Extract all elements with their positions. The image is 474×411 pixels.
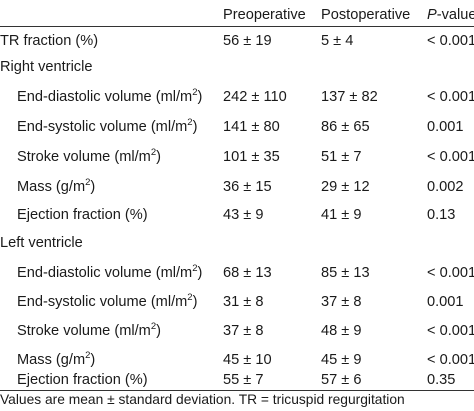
row-postoperative: 45 ± 9 (321, 352, 362, 368)
row-p-value: < 0.001 (427, 265, 474, 281)
row-label: End-systolic volume (ml/m2) (17, 287, 197, 317)
row-label-text: End-systolic volume (ml/m (17, 119, 188, 135)
row-label: Ejection fraction (%) (17, 365, 148, 395)
row-p-value: 0.001 (427, 294, 464, 310)
row-label-text: Ejection fraction (%) (17, 372, 148, 388)
row-postoperative: 41 ± 9 (321, 207, 362, 223)
row-label-text: End-diastolic volume (ml/m (17, 265, 193, 281)
row-preoperative: 56 ± 19 (223, 33, 272, 49)
row-p-value: 0.001 (427, 119, 464, 135)
row-label: End-diastolic volume (ml/m2) (17, 258, 202, 288)
row-label-sup: 2 (150, 321, 157, 332)
row-p-value: 0.002 (427, 179, 464, 195)
row-p-value: 0.35 (427, 372, 456, 388)
table-row: End-diastolic volume (ml/m2) 242 ± 110 1… (0, 82, 474, 112)
header-postoperative: Postoperative (321, 7, 411, 23)
row-preoperative: 36 ± 15 (223, 179, 272, 195)
row-label-text: Mass (g/m (17, 352, 86, 368)
row-p-value: < 0.001 (427, 33, 474, 49)
table-row: Stroke volume (ml/m2) 37 ± 8 48 ± 9 < 0.… (0, 316, 474, 346)
table-row: TR fraction (%) 56 ± 19 5 ± 4 < 0.001 (0, 26, 474, 56)
row-label: Stroke volume (ml/m2) (17, 142, 161, 172)
row-p-value: < 0.001 (427, 149, 474, 165)
row-label-suffix: ) (156, 323, 161, 339)
row-label-sup: 2 (187, 117, 193, 128)
row-label: End-systolic volume (ml/m2) (17, 112, 197, 142)
section-row: Left ventricle (0, 228, 474, 258)
row-preoperative: 37 ± 8 (223, 323, 264, 339)
section-row: Right ventricle (0, 52, 474, 82)
section-label: Left ventricle (0, 235, 83, 251)
row-label: TR fraction (%) (0, 26, 98, 56)
row-preoperative: 141 ± 80 (223, 119, 280, 135)
table-row: Ejection fraction (%) 43 ± 9 41 ± 9 0.13 (0, 200, 474, 230)
row-label-suffix: ) (192, 294, 198, 310)
row-label-text: Stroke volume (ml/m (17, 323, 151, 339)
table-row: Stroke volume (ml/m2) 101 ± 35 51 ± 7 < … (0, 142, 474, 172)
row-label-suffix: ) (156, 149, 161, 165)
row-postoperative: 5 ± 4 (321, 33, 354, 49)
row-postoperative: 85 ± 13 (321, 265, 370, 281)
row-postoperative: 137 ± 82 (321, 89, 378, 105)
row-label-sup: 2 (192, 87, 198, 98)
row-label-text: End-diastolic volume (ml/m (17, 89, 193, 105)
row-label: Stroke volume (ml/m2) (17, 316, 161, 346)
row-label-text: Stroke volume (ml/m (17, 149, 151, 165)
row-label-sup: 2 (187, 292, 193, 303)
table-row: Ejection fraction (%) 55 ± 7 57 ± 6 0.35 (0, 365, 474, 395)
row-label-text: TR fraction (%) (0, 33, 99, 49)
row-preoperative: 43 ± 9 (223, 207, 264, 223)
header-preoperative: Preoperative (223, 7, 306, 23)
table-row: End-systolic volume (ml/m2) 31 ± 8 37 ± … (0, 287, 474, 317)
row-label-suffix: ) (197, 89, 203, 105)
table-row: End-diastolic volume (ml/m2) 68 ± 13 85 … (0, 258, 474, 288)
row-label-text: End-systolic volume (ml/m (17, 294, 188, 310)
row-label-suffix: ) (90, 352, 96, 368)
row-label-text: Ejection fraction (%) (17, 207, 148, 223)
table-row: End-systolic volume (ml/m2) 141 ± 80 86 … (0, 112, 474, 142)
row-preoperative: 31 ± 8 (223, 294, 264, 310)
header-p-value: P-value (427, 0, 474, 30)
row-postoperative: 86 ± 65 (321, 119, 370, 135)
row-postoperative: 51 ± 7 (321, 149, 362, 165)
section-label: Right ventricle (0, 59, 93, 75)
row-p-value: < 0.001 (427, 323, 474, 339)
row-label-sup: 2 (150, 147, 157, 158)
row-preoperative: 242 ± 110 (223, 89, 287, 105)
header-divider (0, 26, 474, 27)
table-footnote: Values are mean ± standard deviation. TR… (0, 392, 405, 407)
row-label-suffix: ) (197, 265, 203, 281)
row-postoperative: 48 ± 9 (321, 323, 362, 339)
table-row: Mass (g/m2) 45 ± 10 45 ± 9 < 0.001 (0, 345, 474, 375)
row-p-value: 0.13 (427, 207, 456, 223)
row-label-suffix: ) (90, 179, 96, 195)
row-p-value: < 0.001 (427, 89, 474, 105)
row-p-value: < 0.001 (427, 352, 474, 368)
row-preoperative: 45 ± 10 (223, 352, 272, 368)
row-postoperative: 57 ± 6 (321, 372, 362, 388)
header-p-rest: -value (436, 7, 474, 23)
row-label-text: Mass (g/m (17, 179, 86, 195)
row-preoperative: 68 ± 13 (223, 265, 272, 281)
table-row: Mass (g/m2) 36 ± 15 29 ± 12 0.002 (0, 172, 474, 202)
row-label: Mass (g/m2) (17, 345, 95, 375)
row-label-sup: 2 (192, 263, 198, 274)
row-preoperative: 55 ± 7 (223, 372, 264, 388)
header-p-italic: P (427, 7, 437, 23)
table-header-row: Preoperative Postoperative P-value (0, 0, 474, 30)
row-postoperative: 29 ± 12 (321, 179, 370, 195)
row-label-sup: 2 (85, 177, 91, 188)
row-label-sup: 2 (85, 350, 91, 361)
row-label: End-diastolic volume (ml/m2) (17, 82, 202, 112)
row-preoperative: 101 ± 35 (223, 149, 280, 165)
row-label: Mass (g/m2) (17, 172, 95, 202)
row-label: Ejection fraction (%) (17, 200, 148, 230)
row-postoperative: 37 ± 8 (321, 294, 362, 310)
row-label-suffix: ) (192, 119, 198, 135)
table-bottom-rule (0, 390, 474, 391)
